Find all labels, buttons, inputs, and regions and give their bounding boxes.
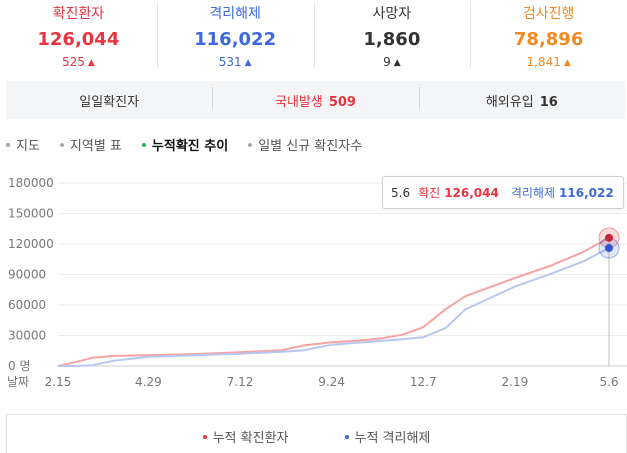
domestic-value: 509 [328,94,356,110]
domestic-label: 국내발생 [275,94,323,110]
chart-legend: 누적 확진환자 누적 격리해제 [6,414,627,453]
stat-label: 사망자 [372,6,412,22]
legend-label: 누적 확진환자 [212,431,289,446]
x-axis-unit-label: 날짜 [7,375,29,389]
legend-item-confirmed[interactable]: 누적 확진환자 [202,427,289,446]
arrow-up-icon: ▲ [563,58,571,68]
overseas-label: 해외유입 [485,94,534,110]
y-tick-label: 90000 [8,268,46,282]
arrow-up-icon: ▲ [393,58,401,68]
overseas-value: 16 [539,94,558,110]
y-tick-label: 0 명 [8,359,31,373]
stat-value: 126,044 [37,29,120,50]
stat-released: 격리해제 116,022 531 ▲ [156,0,314,75]
legend-dot-icon [202,434,207,439]
stat-deaths: 사망자 1,860 9 ▲ [313,0,471,75]
bullet-icon [248,142,253,147]
view-tabs: 지도 지역별 표 누적확진 추이 일별 신규 확진자수 [6,135,382,154]
y-tick-label: 30000 [8,329,46,343]
chart-tooltip: 5.6 확진 126,044 격리해제 116,022 [382,176,624,209]
stat-value: 78,896 [513,29,584,50]
cumulative-trend-chart[interactable]: 0 명 30000 60000 90000 120000 150000 180000 2.1… [0,170,627,400]
stat-delta: 531 ▲ [218,55,252,69]
tab-label: 누적확진 추이 [151,139,229,154]
tooltip-confirmed-value: 126,044 [444,185,499,200]
tab-cumulative-trend[interactable]: 누적확진 추이 [141,135,229,154]
tooltip-confirmed-label: 확진 [418,186,441,200]
chart-grid [58,182,627,367]
stat-delta: 9 ▲ [383,55,401,69]
stats-bar: 확진환자 126,044 525 ▲ 격리해제 116,022 531 ▲ 사망자 … [0,0,627,75]
x-tick-label: 12.7 [410,375,437,389]
tab-daily-new-cases[interactable]: 일별 신규 확진자수 [248,135,362,154]
stat-testing: 검사진행 78,896 1,841 ▲ [470,0,627,75]
tab-regional-table[interactable]: 지역별 표 [59,135,122,154]
stat-confirmed: 확진환자 126,044 525 ▲ [0,0,157,75]
x-tick-label: 2.15 [45,375,72,389]
chart-series [57,237,610,367]
daily-summary-bar: 일일확진자 국내발생 509 해외유입 16 [6,81,625,119]
x-tick-label: 2.19 [502,375,529,389]
tab-label: 일별 신규 확진자수 [258,139,363,154]
tooltip-released-label: 격리해제 [510,186,556,200]
legend-dot-icon [344,434,349,439]
y-tick-label: 150000 [8,207,54,221]
y-tick-label: 60000 [8,298,46,312]
tooltip-released-value: 116,022 [559,185,614,200]
bullet-icon [6,142,10,147]
chart-highlight-points [598,227,620,259]
stat-label: 검사진행 [522,6,575,22]
x-tick-label: 4.29 [135,375,162,389]
x-tick-label: 9.24 [318,375,345,389]
arrow-up-icon: ▲ [244,58,252,68]
daily-cases-cell[interactable]: 일일확진자 [6,91,212,110]
released-series-line [58,247,610,367]
stat-label: 격리해제 [209,6,261,22]
legend-label: 누적 격리해제 [354,431,431,446]
stat-value: 116,022 [194,29,277,50]
confirmed-series-line [57,237,610,367]
tab-label: 지역별 표 [69,139,122,154]
y-tick-label: 180000 [8,176,54,190]
tooltip-date: 5.6 [391,185,411,200]
legend-item-released[interactable]: 누적 격리해제 [344,427,431,446]
x-axis-labels: 2.15 4.29 7.12 9.24 12.7 2.19 5.6 [45,375,619,389]
stat-delta: 525 ▲ [61,55,95,69]
x-tick-label: 5.6 [599,375,618,389]
confirmed-highlight-point [605,233,613,242]
stat-delta: 1,841 ▲ [526,55,571,69]
arrow-up-icon: ▲ [87,58,95,68]
tab-map[interactable]: 지도 [6,135,40,154]
overseas-cases-cell[interactable]: 해외유입 16 [418,86,625,110]
bullet-icon [141,142,146,147]
daily-cases-label: 일일확진자 [79,94,140,110]
stat-value: 1,860 [363,29,421,50]
domestic-cases-cell[interactable]: 국내발생 509 [212,86,418,110]
x-tick-label: 7.12 [227,375,254,389]
y-axis-labels: 0 명 30000 60000 90000 120000 150000 180000 [8,176,54,373]
tab-label: 지도 [16,139,40,154]
stat-label: 확진환자 [52,6,105,22]
bullet-icon [59,142,64,147]
y-tick-label: 120000 [8,237,54,251]
released-highlight-point [605,244,613,253]
